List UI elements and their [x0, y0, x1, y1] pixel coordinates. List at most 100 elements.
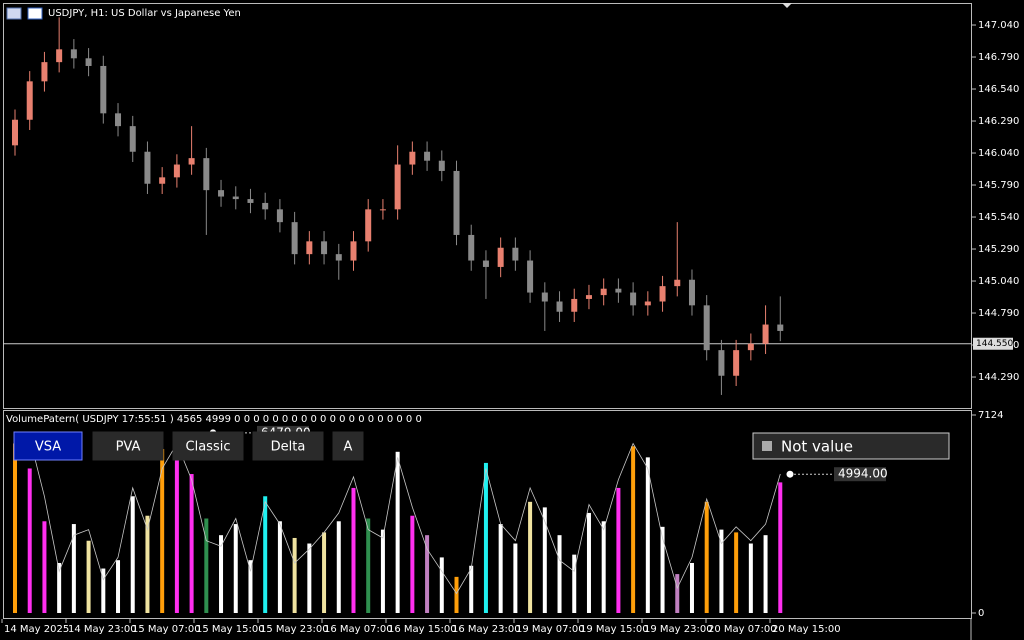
candle-body — [247, 199, 254, 203]
candle-body — [218, 190, 225, 197]
button[interactable]: Classic — [172, 431, 244, 461]
button[interactable]: A — [332, 431, 364, 461]
price-tag-label: 144.550 — [976, 339, 1013, 349]
candle-body — [438, 160, 445, 171]
volume-bar — [116, 560, 121, 613]
candle-body — [585, 295, 592, 299]
y-tick-label: 0 — [978, 608, 984, 619]
chart-title: USDJPY, H1: US Dollar vs Japanese Yen — [48, 8, 241, 19]
volume-bar — [189, 474, 194, 613]
volume-bar — [27, 468, 32, 613]
y-tick-label: 146.540 — [978, 84, 1019, 95]
y-tick-label: 145.040 — [978, 276, 1019, 287]
volume-bar — [174, 432, 179, 613]
indicator-label: VolumePatern( USDJPY 17:55:51 ) 4565 499… — [6, 414, 422, 425]
button-label: Classic — [186, 440, 231, 455]
candle-body — [571, 298, 578, 312]
x-tick-label: 20 May 15:00 — [772, 624, 841, 635]
volume-bar — [778, 482, 783, 613]
candle-body — [262, 202, 269, 210]
status-text: Not value — [781, 438, 853, 456]
x-tick-label: 15 May 15:00 — [196, 624, 265, 635]
candle-body — [468, 234, 475, 261]
volume-bar — [307, 543, 312, 613]
candle-body — [688, 279, 695, 306]
volume-bar — [483, 462, 488, 613]
button-bg — [172, 431, 244, 461]
y-tick-label: 146.790 — [978, 52, 1019, 63]
button-label: A — [344, 440, 353, 455]
volume-bar — [160, 449, 165, 613]
candle-body — [173, 164, 180, 178]
price-tag — [973, 337, 1013, 350]
candle-body — [482, 260, 489, 267]
volume-bar — [42, 521, 47, 613]
y-tick-label: 7124 — [978, 410, 1003, 421]
volume-bar — [204, 518, 209, 613]
y-tick-label: 144.290 — [978, 372, 1019, 383]
candle-body — [291, 222, 298, 255]
candle-body — [350, 241, 357, 261]
button[interactable]: PVA — [92, 431, 164, 461]
volume-bar — [410, 515, 415, 613]
y-tick-label: 145.290 — [978, 244, 1019, 255]
y-tick-label: 144.790 — [978, 308, 1019, 319]
volume-bar — [572, 554, 577, 613]
volume-bar — [13, 443, 17, 613]
button-label: PVA — [116, 440, 141, 455]
x-tick-label: 16 May 15:00 — [388, 624, 457, 635]
candle-body — [615, 288, 622, 293]
x-tick-label: 19 May 07:00 — [516, 624, 585, 635]
candle-body — [12, 119, 18, 146]
volume-bar — [586, 512, 591, 613]
volume-line — [14, 436, 781, 595]
candle-body — [26, 81, 33, 120]
candle-body — [512, 247, 519, 261]
volume-bar — [57, 562, 62, 613]
button-label: VSA — [35, 440, 61, 455]
candle-body — [379, 209, 386, 211]
candle-body — [659, 286, 666, 302]
volume-bar — [263, 496, 268, 613]
button-bg — [13, 431, 83, 461]
volume-bar — [336, 521, 341, 613]
candle-body — [409, 151, 416, 165]
x-tick-label: 16 May 23:00 — [452, 624, 521, 635]
candle-body — [115, 113, 122, 127]
candle-body — [527, 260, 534, 293]
volume-bar — [748, 543, 753, 613]
annotation-dot — [786, 470, 794, 478]
volume-bar — [719, 529, 724, 613]
y-tick-label: 146.290 — [978, 116, 1019, 127]
button[interactable]: Delta — [252, 431, 324, 461]
volume-bar — [513, 543, 518, 613]
volume-bar — [277, 521, 282, 613]
volume-bar — [704, 501, 709, 613]
candle-body — [41, 62, 48, 82]
x-tick-label: 15 May 07:00 — [132, 624, 201, 635]
status-box — [752, 432, 950, 460]
button[interactable]: VSA — [13, 431, 83, 461]
candle-body — [100, 65, 107, 114]
volume-bar — [689, 562, 694, 613]
volume-bar — [454, 576, 459, 613]
button-bg — [332, 431, 364, 461]
y-tick-label: 146.040 — [978, 148, 1019, 159]
y-tick-label: 145.790 — [978, 180, 1019, 191]
candle-body — [497, 247, 504, 267]
candle-body — [703, 305, 710, 351]
candle-body — [733, 350, 740, 376]
y-tick-label: 145.540 — [978, 212, 1019, 223]
candle-body — [394, 164, 401, 210]
volume-bar — [292, 537, 297, 613]
icon — [27, 7, 43, 20]
candle-body — [276, 209, 283, 223]
candle-body — [159, 177, 166, 184]
volume-bar — [645, 457, 650, 613]
shift-marker — [782, 3, 792, 8]
volume-bar — [528, 501, 533, 613]
volume-bar — [248, 560, 253, 613]
candle-body — [335, 254, 342, 261]
status-icon — [762, 441, 772, 451]
